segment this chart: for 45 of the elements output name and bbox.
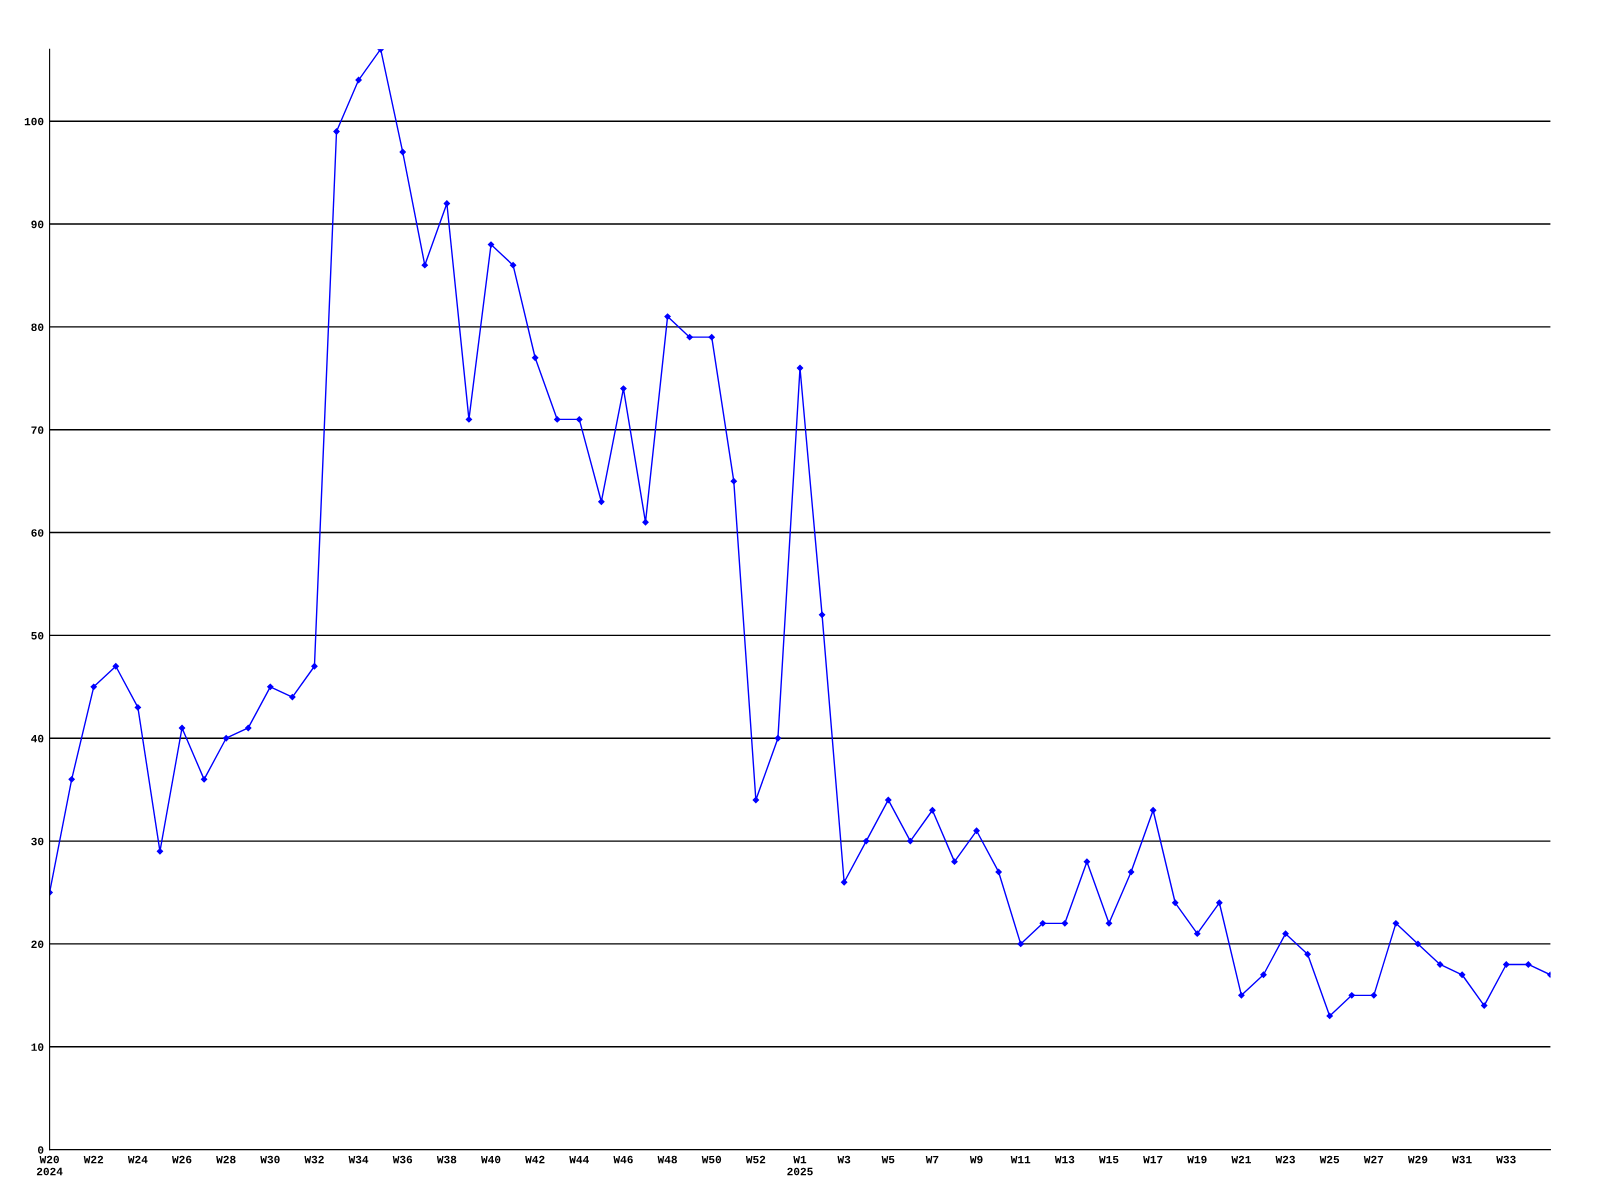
x-tick-label: W30 xyxy=(260,1155,280,1164)
x-tick-label: W33 xyxy=(1496,1155,1516,1164)
x-tick-label: W29 xyxy=(1407,1155,1428,1164)
x-tick-label: W27 xyxy=(1363,1155,1384,1164)
y-tick-label: 100 xyxy=(24,117,44,126)
y-tick-label: 40 xyxy=(31,734,44,743)
x-tick-label: W19 xyxy=(1187,1155,1207,1164)
y-tick-label: 80 xyxy=(31,323,44,332)
y-tick-label: 30 xyxy=(31,837,44,846)
x-tick-label: W44 xyxy=(569,1155,589,1164)
x-tick-label: W25 xyxy=(1319,1155,1340,1164)
x-tick-label: W17 xyxy=(1143,1155,1163,1164)
x-tick-label: W1 2025 xyxy=(787,1155,813,1176)
y-tick-label: 20 xyxy=(31,940,44,949)
x-tick-label: W46 xyxy=(613,1155,633,1164)
x-tick-label: W48 xyxy=(657,1155,677,1164)
x-tick-label: W34 xyxy=(348,1155,369,1164)
x-tick-label: W24 xyxy=(127,1155,148,1164)
x-tick-label: W28 xyxy=(216,1155,236,1164)
x-tick-label: W21 xyxy=(1231,1155,1251,1164)
x-tick-label: W26 xyxy=(172,1155,192,1164)
x-tick-label: W20 2024 xyxy=(36,1155,63,1176)
x-tick-label: W32 xyxy=(304,1155,324,1164)
y-tick-label: 90 xyxy=(31,220,44,229)
x-tick-label: W9 xyxy=(969,1155,983,1164)
x-tick-label: W3 xyxy=(837,1155,851,1164)
y-tick-label: 70 xyxy=(31,426,44,434)
x-tick-label: W15 xyxy=(1098,1155,1119,1164)
x-tick-label: W38 xyxy=(436,1155,457,1164)
y-tick-label: 50 xyxy=(31,631,44,640)
y-tick-label: 60 xyxy=(31,529,44,537)
x-tick-label: W7 xyxy=(925,1155,939,1164)
x-tick-label: W11 xyxy=(1010,1155,1031,1164)
x-tick-label: W5 xyxy=(881,1155,895,1164)
x-tick-label: W31 xyxy=(1452,1155,1472,1164)
x-tick-label: W52 xyxy=(745,1155,766,1164)
y-tick-label: 10 xyxy=(31,1043,44,1051)
x-tick-label: W50 xyxy=(701,1155,722,1164)
x-tick-label: W22 xyxy=(83,1155,104,1164)
y-tick-label: 0 xyxy=(38,1146,44,1154)
x-tick-label: W40 xyxy=(481,1155,501,1164)
x-tick-label: W36 xyxy=(392,1155,413,1164)
x-tick-label: W13 xyxy=(1054,1155,1075,1164)
x-tick-label: W42 xyxy=(525,1155,545,1164)
x-tick-label: W23 xyxy=(1275,1155,1295,1164)
